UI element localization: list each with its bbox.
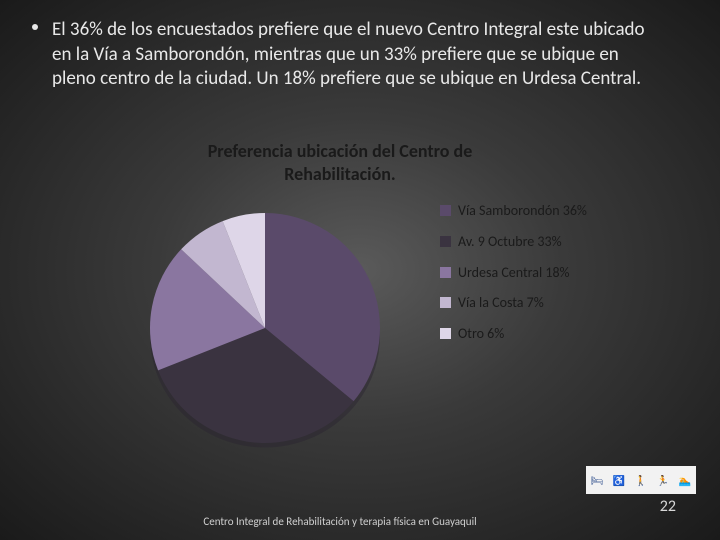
pie-chart	[140, 200, 390, 450]
page-number: 22	[660, 497, 676, 516]
bullet-dot-icon	[32, 24, 38, 30]
legend-item: Vía Samborondón 36%	[440, 203, 640, 220]
chart-legend: Vía Samborondón 36% Av. 9 Octubre 33% Urde…	[440, 203, 640, 357]
legend-label: Av. 9 Octubre 33%	[458, 233, 562, 250]
bullet-text: El 36% de los encuestados prefiere que e…	[52, 18, 662, 92]
legend-item: Otro 6%	[440, 326, 640, 343]
run-icon: 🏃	[657, 474, 669, 487]
activity-icon: 🛏	[591, 474, 604, 487]
legend-item: Vía la Costa 7%	[440, 295, 640, 312]
walk-icon: 🚶	[635, 474, 647, 487]
footer-caption: Centro Integral de Rehabilitación y tera…	[200, 515, 480, 528]
legend-label: Urdesa Central 18%	[458, 264, 570, 281]
legend-swatch-icon	[440, 236, 451, 247]
legend-item: Av. 9 Octubre 33%	[440, 234, 640, 251]
swim-icon: 🏊	[679, 474, 691, 487]
legend-label: Vía la Costa 7%	[458, 294, 544, 311]
pie-svg	[140, 200, 390, 450]
legend-item: Urdesa Central 18%	[440, 265, 640, 282]
bullet-content: El 36% de los encuestados prefiere que e…	[52, 18, 645, 90]
legend-swatch-icon	[440, 297, 451, 308]
legend-swatch-icon	[440, 328, 451, 339]
legend-label: Otro 6%	[458, 325, 504, 342]
legend-swatch-icon	[440, 205, 451, 216]
wheelchair-icon: ♿	[613, 474, 625, 487]
legend-swatch-icon	[440, 267, 451, 278]
legend-label: Vía Samborondón 36%	[458, 202, 587, 219]
chart-title: Preferencia ubicación del Centro de Reha…	[160, 140, 520, 185]
decoration-icons: 🛏 ♿ 🚶 🏃 🏊	[586, 466, 696, 494]
